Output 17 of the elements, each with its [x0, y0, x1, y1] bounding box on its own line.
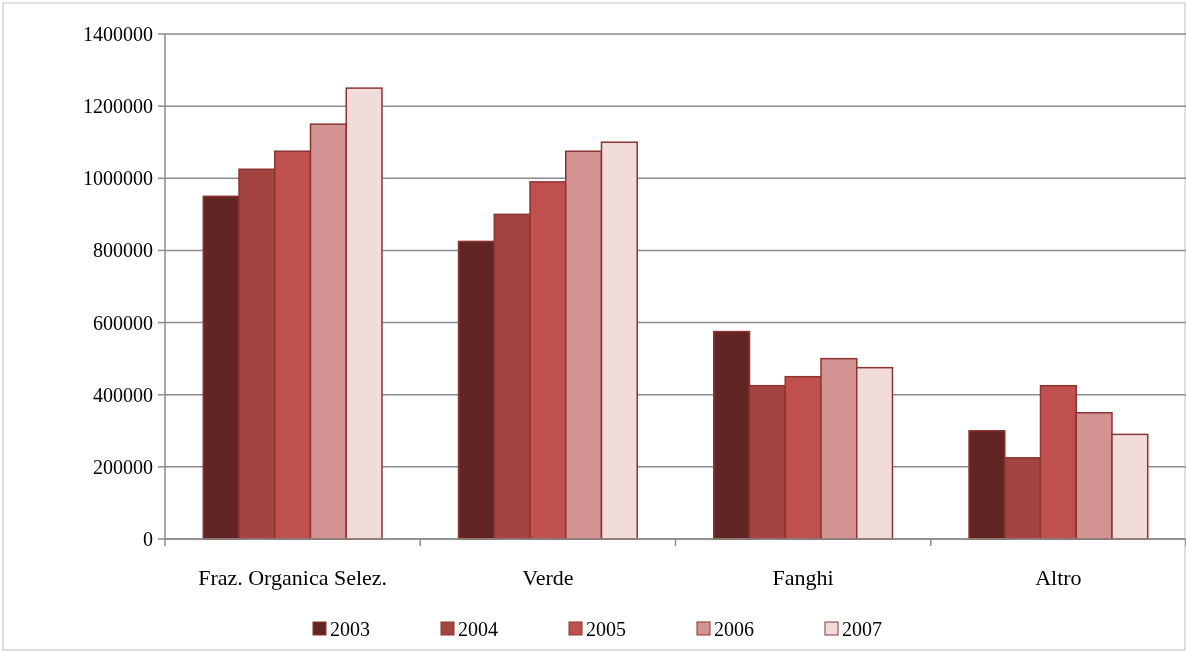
y-tick-label: 400000 [93, 383, 153, 406]
y-tick-label: 600000 [93, 311, 153, 334]
legend-label: 2006 [714, 618, 754, 640]
legend-label: 2007 [842, 618, 882, 640]
y-tick-label: 1400000 [83, 23, 153, 45]
x-tick-label: Verde [522, 565, 574, 590]
y-tick-label: 1000000 [83, 167, 153, 190]
y-tick-label: 0 [143, 528, 153, 550]
x-tick-label: Altro [1035, 565, 1082, 590]
legend-label: 2005 [586, 618, 626, 640]
legend-label: 2003 [330, 618, 370, 640]
y-tick-label: 800000 [93, 239, 153, 262]
y-tick-label: 1200000 [83, 95, 153, 118]
y-tick-label: 200000 [93, 455, 153, 478]
x-tick-label: Fanghi [772, 565, 834, 590]
x-tick-label: Fraz. Organica Selez. [198, 565, 388, 590]
legend-label: 2004 [458, 618, 498, 640]
